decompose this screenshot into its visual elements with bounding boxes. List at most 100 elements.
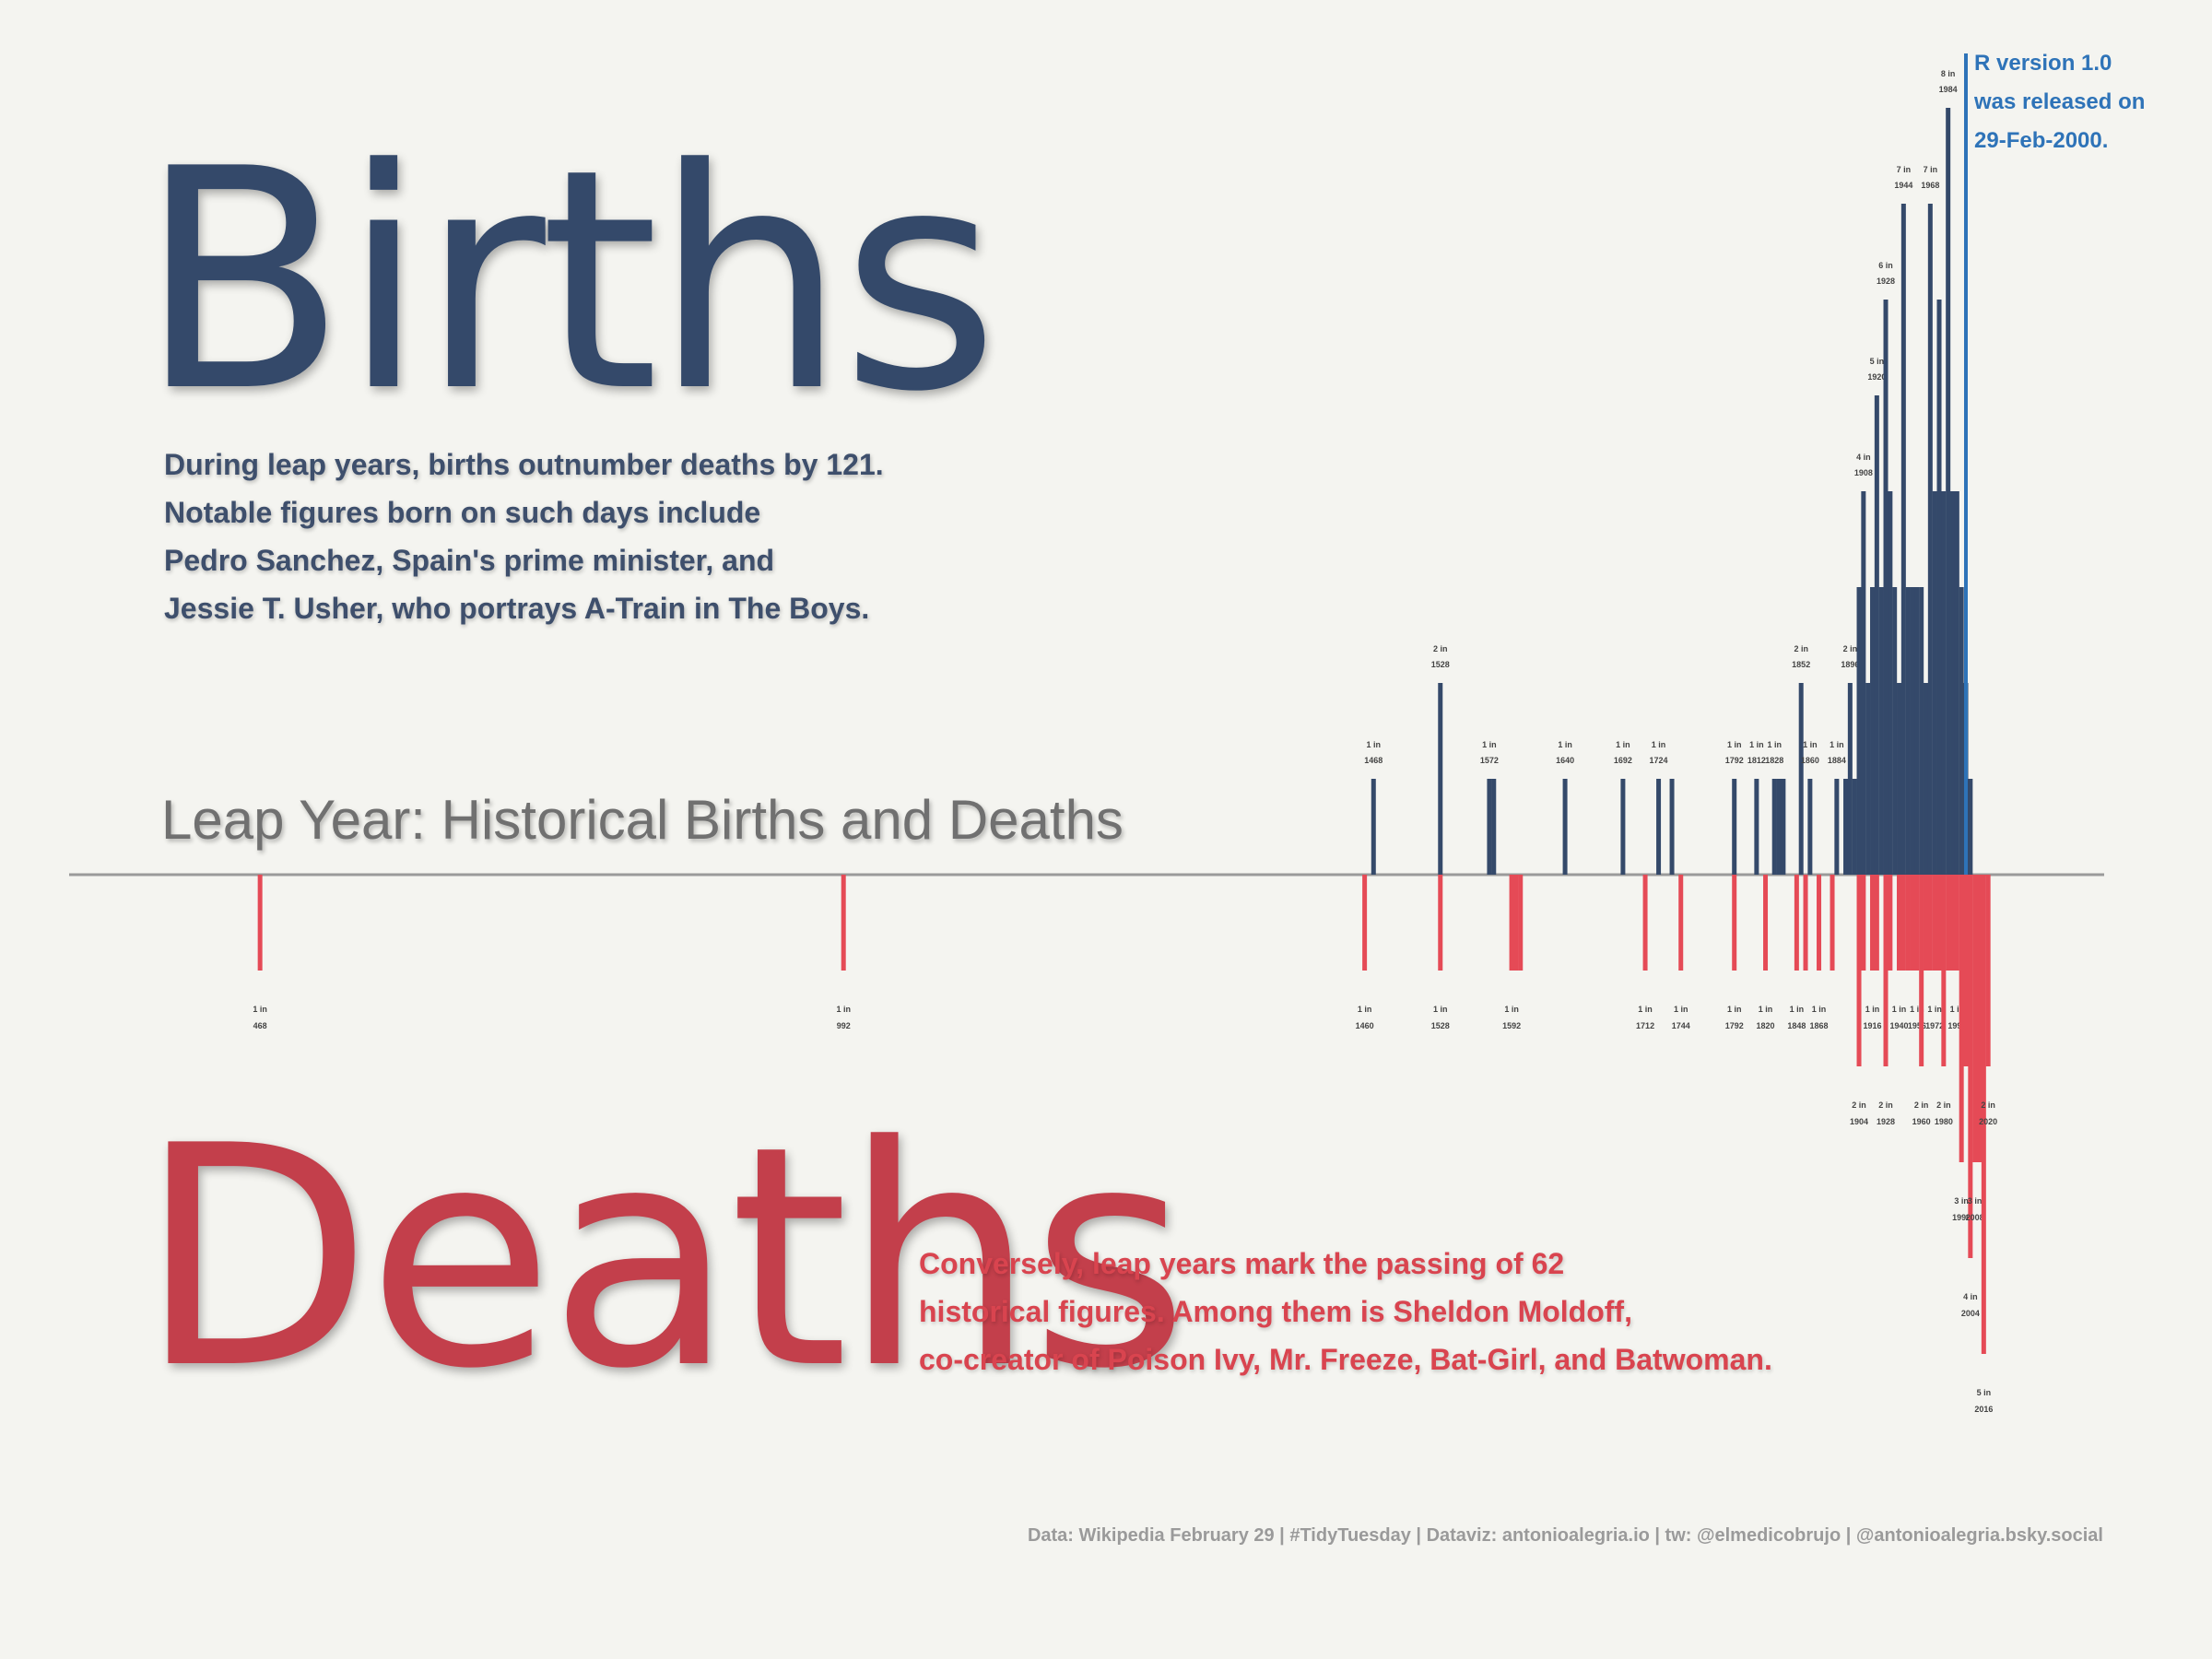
deaths-bar-label: 2 in (1981, 1100, 1995, 1110)
deaths-bar-year: 1904 (1850, 1117, 1868, 1126)
births-bar (1954, 491, 1959, 875)
deaths-bar-year: 2016 (1974, 1405, 1993, 1414)
births-bar-label: 8 in (1941, 69, 1956, 78)
deaths-bar-label: 1 in (1358, 1005, 1372, 1014)
deaths-bar-year: 1592 (1502, 1021, 1521, 1030)
deaths-bar (1732, 875, 1737, 971)
births-bar (1924, 683, 1929, 875)
births-bar-label: 1 in (1830, 740, 1844, 749)
births-bar (1371, 779, 1376, 875)
deaths-bar (1861, 875, 1866, 971)
source-caption: Data: Wikipedia February 29 | #TidyTuesd… (1027, 1525, 2103, 1546)
births-bar (1865, 683, 1871, 875)
births-bar-label: 1 in (1803, 740, 1818, 749)
births-bar (1852, 779, 1857, 875)
births-bar-year: 1640 (1556, 756, 1574, 765)
births-bar (1914, 587, 1920, 875)
deaths-bar-year: 1744 (1672, 1021, 1690, 1030)
deaths-bar (1642, 875, 1648, 971)
births-bar (1941, 491, 1947, 875)
deaths-bar-year: 1868 (1810, 1021, 1829, 1030)
deaths-note-line: historical figures. Among them is Sheldo… (919, 1295, 1632, 1328)
deaths-bar (1856, 875, 1862, 1066)
births-bar (1847, 683, 1853, 875)
births-bar-label: 1 in (1616, 740, 1630, 749)
deaths-bar-label: 5 in (1977, 1388, 1992, 1397)
births-bar (1870, 587, 1876, 875)
deaths-bar (1914, 875, 1920, 971)
deaths-bar (1977, 875, 1983, 1162)
births-bar-label: 7 in (1924, 165, 1938, 174)
births-bar-year: 1928 (1877, 276, 1895, 286)
births-bar-year: 1944 (1894, 181, 1912, 190)
deaths-heading: Deaths (138, 1081, 1189, 1435)
births-bar (1656, 779, 1662, 875)
deaths-bar-year: 2020 (1979, 1117, 1997, 1126)
deaths-bar (1362, 875, 1368, 971)
births-bar (1491, 779, 1497, 875)
births-bar-label: 4 in (1856, 453, 1871, 462)
deaths-bar (1509, 875, 1514, 971)
births-bar-year: 1968 (1921, 181, 1939, 190)
births-bar-label: 5 in (1870, 357, 1885, 366)
deaths-bar-label: 1 in (1759, 1005, 1773, 1014)
deaths-bar (1763, 875, 1769, 971)
deaths-bar (1936, 875, 1942, 971)
deaths-bar-label: 1 in (1865, 1005, 1880, 1014)
deaths-bar (1972, 875, 1978, 1162)
deaths-bar-year: 1956 (1908, 1021, 1926, 1030)
r-note-line: was released on (1974, 89, 2146, 114)
deaths-bar-label: 1 in (1910, 1005, 1924, 1014)
births-bar (1900, 204, 1906, 875)
r-release-note: R version 1.0 was released on 29-Feb-200… (1974, 44, 2195, 160)
births-bar (1776, 779, 1782, 875)
deaths-bar-label: 1 in (1638, 1005, 1653, 1014)
births-bar-label: 1 in (1367, 740, 1382, 749)
deaths-bar-label: 2 in (1936, 1100, 1951, 1110)
deaths-bar (1954, 875, 1959, 971)
deaths-bar (1924, 875, 1929, 971)
births-bar-label: 1 in (1482, 740, 1497, 749)
deaths-bar-year: 1792 (1725, 1021, 1744, 1030)
deaths-bar (1874, 875, 1879, 971)
births-note: During leap years, births outnumber deat… (164, 441, 994, 632)
births-note-line: Notable figures born on such days includ… (164, 496, 761, 529)
births-bar (1950, 491, 1956, 875)
births-bar (1883, 300, 1888, 875)
deaths-bar-label: 3 in (1968, 1196, 1983, 1206)
deaths-bar-label: 2 in (1852, 1100, 1866, 1110)
births-bar-label: 2 in (1843, 644, 1858, 653)
births-bar (1861, 491, 1866, 875)
births-bar-year: 1792 (1725, 756, 1744, 765)
births-bar (1620, 779, 1626, 875)
births-note-line: Jessie T. Usher, who portrays A-Train in… (164, 592, 870, 625)
births-bar (1919, 587, 1924, 875)
births-bar (1856, 587, 1862, 875)
births-bar (1807, 779, 1813, 875)
deaths-bar (1830, 875, 1835, 971)
births-bar (1438, 683, 1443, 875)
births-bar-year: 1984 (1939, 85, 1958, 94)
births-bar (1936, 300, 1942, 875)
deaths-bar-year: 1940 (1890, 1021, 1909, 1030)
births-bar (1834, 779, 1840, 875)
deaths-bar-label: 2 in (1878, 1100, 1893, 1110)
births-bar (1669, 779, 1675, 875)
deaths-bar (1518, 875, 1524, 971)
births-bar (1959, 587, 1964, 875)
deaths-bar (1817, 875, 1822, 971)
deaths-bar-label: 1 in (1433, 1005, 1448, 1014)
births-bar-year: 1692 (1614, 756, 1632, 765)
births-bar (1968, 779, 1973, 875)
births-bar (1874, 395, 1879, 875)
births-bar (1843, 779, 1849, 875)
births-bar-year: 1852 (1792, 660, 1810, 669)
deaths-bar (1985, 875, 1991, 1066)
deaths-bar-label: 1 in (1727, 1005, 1742, 1014)
births-bar-label: 2 in (1794, 644, 1808, 653)
deaths-bar-year: 468 (253, 1021, 267, 1030)
births-bar-year: 1896 (1841, 660, 1859, 669)
births-bar (1732, 779, 1737, 875)
